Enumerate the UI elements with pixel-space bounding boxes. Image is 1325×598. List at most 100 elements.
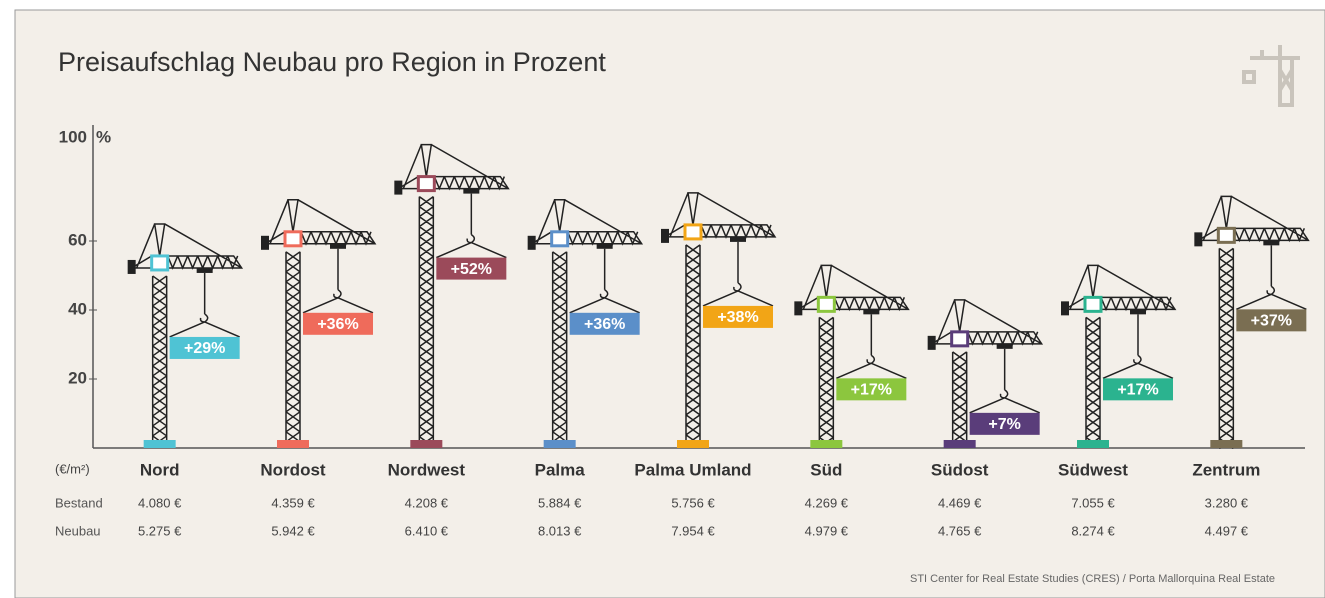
crane-foot xyxy=(410,440,443,448)
crane: +37% xyxy=(1194,195,1310,449)
cab xyxy=(550,230,570,248)
crane-tower xyxy=(418,195,435,448)
y-unit: % xyxy=(96,127,111,146)
trolley xyxy=(463,188,480,194)
crane-foot xyxy=(943,440,976,448)
value-label: +37% xyxy=(1251,313,1292,330)
x-tick-label: Nord xyxy=(140,460,180,479)
cab xyxy=(683,223,703,241)
counterweight xyxy=(394,180,403,195)
table-cell: 5.942 € xyxy=(271,523,315,538)
hook xyxy=(302,248,374,314)
table-cell: 4.080 € xyxy=(138,495,182,510)
crane-foot xyxy=(277,440,309,448)
y-tick-label: 60 xyxy=(68,230,87,249)
counterweight xyxy=(927,335,936,350)
y-tick-label: 40 xyxy=(68,299,87,318)
crane-foot xyxy=(677,440,709,448)
cab xyxy=(1216,226,1236,244)
table-cell: 4.359 € xyxy=(271,495,315,510)
x-tick-label: Palma Umland xyxy=(634,460,751,479)
trolley xyxy=(730,236,746,242)
counterweight xyxy=(1061,301,1069,316)
crane-icon xyxy=(1242,45,1300,107)
hook xyxy=(169,272,240,338)
counterweight xyxy=(127,259,136,274)
hook xyxy=(436,193,507,259)
crane: +36% xyxy=(527,199,644,448)
value-label: +17% xyxy=(851,382,892,399)
table-cell: 4.497 € xyxy=(1205,523,1249,538)
table-cell: 7.954 € xyxy=(671,523,715,538)
table-cell: 4.765 € xyxy=(938,523,982,538)
source: STI Center for Real Estate Studies (CRES… xyxy=(910,573,1275,585)
value-label: +36% xyxy=(584,316,625,333)
crane-foot xyxy=(1210,440,1243,448)
value-label: +52% xyxy=(451,261,492,278)
row-name: Bestand xyxy=(55,495,103,510)
crane-foot xyxy=(543,440,576,448)
table-cell: 4.469 € xyxy=(938,495,982,510)
table-cell: 7.055 € xyxy=(1071,495,1115,510)
counterweight xyxy=(794,301,803,316)
value-box xyxy=(969,412,1040,435)
crane: +52% xyxy=(394,143,510,448)
value-box xyxy=(1236,309,1307,332)
value-box xyxy=(569,312,640,335)
crane-tower xyxy=(1218,247,1235,449)
cab xyxy=(950,330,970,348)
crane-foot xyxy=(1077,440,1109,448)
cab xyxy=(150,254,170,272)
table-cell: 4.208 € xyxy=(405,495,449,510)
crane: +29% xyxy=(127,223,244,448)
x-tick-label: Südwest xyxy=(1058,460,1128,479)
trolley xyxy=(330,243,346,249)
table-cell: 5.275 € xyxy=(138,523,182,538)
table-cell: 8.013 € xyxy=(538,523,582,538)
crane: +17% xyxy=(1061,264,1177,448)
crane-tower xyxy=(151,275,168,448)
crane-tower xyxy=(551,251,568,448)
y-tick-label: 20 xyxy=(68,368,87,387)
hook xyxy=(702,241,774,307)
counterweight xyxy=(261,235,269,250)
crane: +36% xyxy=(261,199,377,448)
crane-tower xyxy=(285,251,301,448)
table-cell: 5.756 € xyxy=(671,495,715,510)
hook xyxy=(1236,245,1307,311)
x-tick-label: Palma xyxy=(535,460,586,479)
trolley xyxy=(996,343,1013,349)
crane-tower xyxy=(685,244,701,448)
crane-foot xyxy=(143,440,176,448)
trolley xyxy=(1130,309,1146,315)
trolley xyxy=(1263,240,1280,246)
y-tick-label: 100 xyxy=(59,127,87,146)
counterweight xyxy=(661,228,669,243)
hook xyxy=(969,348,1040,414)
hook xyxy=(569,248,640,314)
table-cell: 3.280 € xyxy=(1205,495,1249,510)
chart-title: Preisaufschlag Neubau pro Region in Proz… xyxy=(58,47,606,77)
value-label: +38% xyxy=(717,309,758,326)
value-label: +29% xyxy=(184,340,225,357)
value-box xyxy=(169,336,240,359)
value-label: +36% xyxy=(317,316,358,333)
crane-tower xyxy=(1085,316,1101,448)
x-tick-label: Süd xyxy=(810,460,842,479)
x-tick-label: Nordost xyxy=(260,460,326,479)
crane: +7% xyxy=(927,299,1044,448)
value-box xyxy=(303,312,373,335)
counterweight xyxy=(527,235,536,250)
x-tick-label: Südost xyxy=(931,460,989,479)
crane: +38% xyxy=(661,192,777,448)
table-cell: 6.410 € xyxy=(405,523,449,538)
crane-tower xyxy=(818,316,835,448)
value-label: +17% xyxy=(1117,382,1158,399)
row-name: Neubau xyxy=(55,523,101,538)
value-label: +7% xyxy=(988,416,1020,433)
trolley xyxy=(863,309,880,315)
background xyxy=(14,9,1325,598)
table-unit: (€/m²) xyxy=(55,461,90,476)
x-tick-label: Zentrum xyxy=(1192,460,1260,479)
